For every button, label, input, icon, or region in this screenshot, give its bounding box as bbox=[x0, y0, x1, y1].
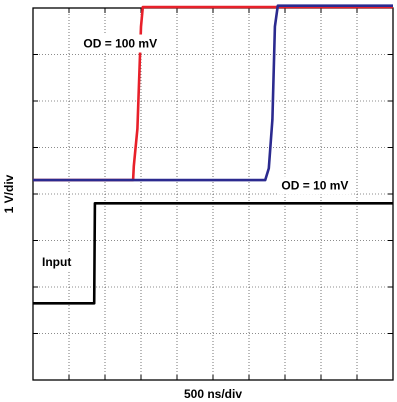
y-axis-label: 1 V/div bbox=[2, 174, 16, 213]
annotation: OD = 10 mV bbox=[278, 176, 352, 195]
ticks bbox=[33, 8, 393, 380]
annotation: OD = 100 mV bbox=[80, 34, 161, 53]
annotation: Input bbox=[39, 253, 75, 272]
annotation-label: OD = 100 mV bbox=[83, 37, 157, 51]
annotation-background bbox=[80, 34, 161, 53]
trace-2 bbox=[33, 4, 393, 182]
grid bbox=[33, 8, 393, 380]
annotation-label: OD = 10 mV bbox=[281, 178, 348, 192]
trace-input bbox=[33, 202, 393, 305]
annotations: OD = 100 mV OD = 10 mV Input bbox=[39, 34, 352, 272]
annotation-background bbox=[278, 176, 352, 195]
annotation-background bbox=[39, 253, 75, 272]
annotation-label: Input bbox=[42, 255, 71, 269]
traces bbox=[33, 4, 393, 305]
x-axis-label: 500 ns/div bbox=[184, 387, 242, 401]
